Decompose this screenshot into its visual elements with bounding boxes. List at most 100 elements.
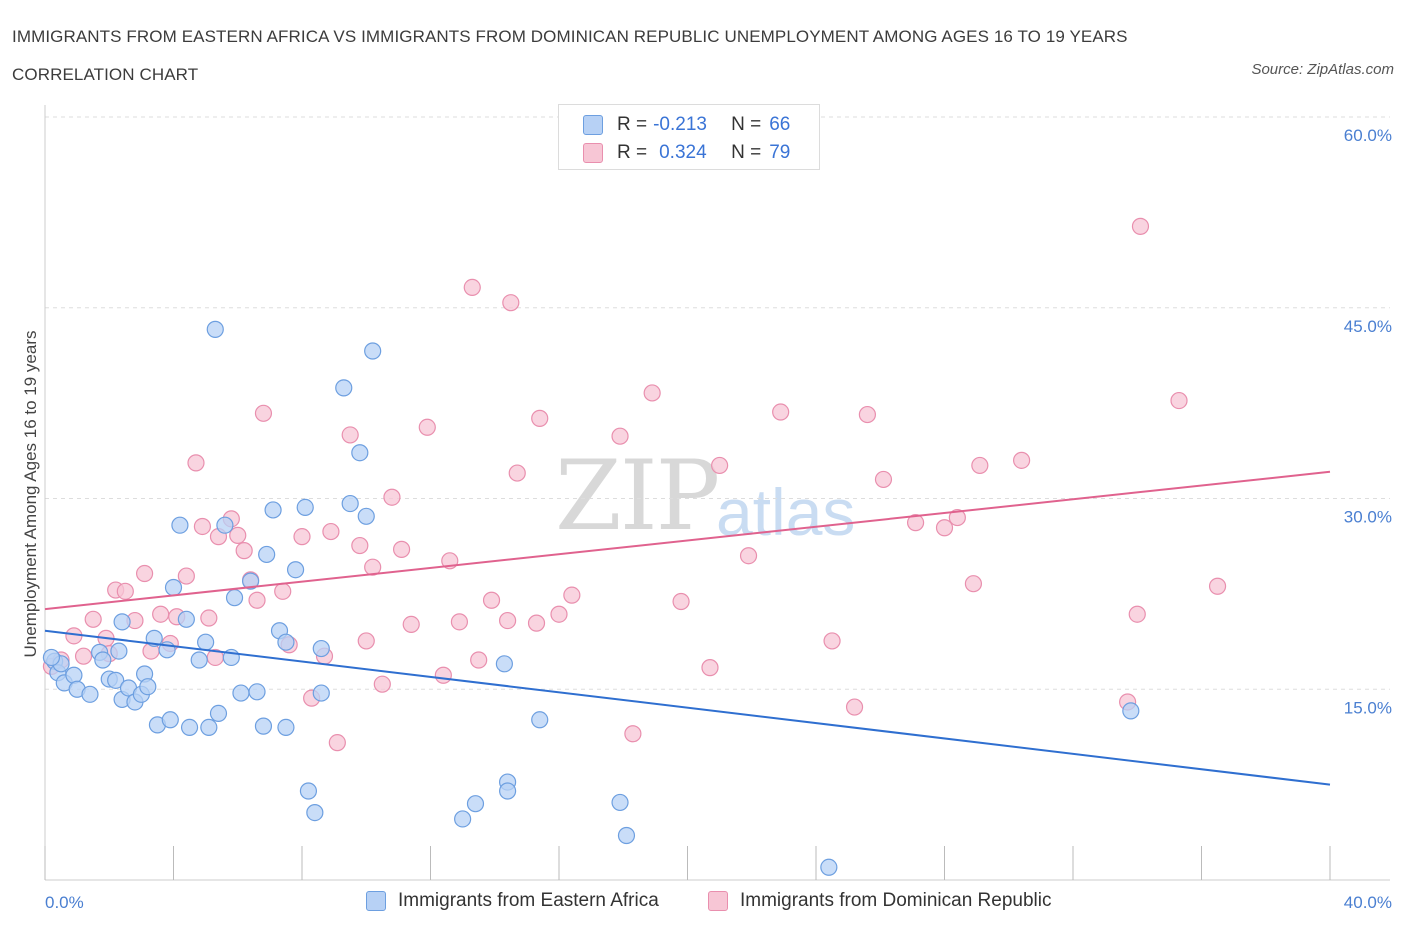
n-label: N = xyxy=(731,114,762,135)
data-point xyxy=(351,536,369,555)
data-point xyxy=(1122,702,1140,720)
data-point xyxy=(139,678,157,696)
data-point xyxy=(357,632,375,650)
data-point xyxy=(248,591,266,609)
series-eastern-africa-points xyxy=(42,320,1140,876)
data-point xyxy=(820,858,838,876)
data-point xyxy=(611,793,629,812)
data-point xyxy=(357,507,375,525)
x-tick-label: 40.0% xyxy=(1344,893,1392,912)
data-point xyxy=(193,517,212,536)
data-point xyxy=(113,613,131,631)
data-point xyxy=(135,564,154,583)
data-point xyxy=(1131,217,1150,235)
r-label: R = xyxy=(617,114,648,135)
data-point xyxy=(364,558,382,576)
data-point xyxy=(971,456,989,475)
series-legend: Immigrants from Eastern Africa Immigrant… xyxy=(0,886,1406,916)
data-point xyxy=(65,666,83,684)
data-point xyxy=(1012,451,1031,469)
watermark-atlas: atlas xyxy=(716,475,856,549)
data-point xyxy=(906,514,925,532)
data-point xyxy=(364,342,382,360)
data-point xyxy=(418,418,436,436)
data-point xyxy=(1128,605,1146,623)
y-tick-label: 15.0% xyxy=(1344,698,1392,717)
data-point xyxy=(206,320,224,338)
data-point xyxy=(470,651,488,669)
data-point xyxy=(373,675,391,693)
data-point xyxy=(293,528,311,546)
data-point xyxy=(495,655,513,673)
data-point xyxy=(248,683,266,701)
data-point xyxy=(701,659,719,677)
data-point xyxy=(531,409,549,427)
data-point xyxy=(711,456,729,475)
data-point xyxy=(94,651,112,669)
axes xyxy=(44,105,1390,881)
data-point xyxy=(180,718,199,737)
chart-title: IMMIGRANTS FROM EASTERN AFRICA VS IMMIGR… xyxy=(12,27,1128,84)
data-point xyxy=(454,810,472,828)
tick-labels: 15.0% 30.0% 45.0% 60.0% 0.0% 40.0% xyxy=(45,126,1392,912)
data-point xyxy=(508,464,526,482)
data-point xyxy=(164,578,183,597)
data-point xyxy=(823,632,841,650)
y-axis-label: Unemployment Among Ages 16 to 19 years xyxy=(21,331,40,658)
data-point xyxy=(328,734,346,752)
trend-line-dominican-republic xyxy=(44,470,1331,611)
data-point xyxy=(482,591,501,609)
data-point xyxy=(948,508,966,527)
data-point xyxy=(463,278,481,297)
data-point xyxy=(254,717,273,735)
data-point xyxy=(335,379,353,397)
legend-swatch-blue xyxy=(583,115,603,135)
data-point xyxy=(672,592,690,611)
data-point xyxy=(550,605,568,623)
data-point xyxy=(466,795,485,813)
n-value-eastern-africa: 66 xyxy=(769,114,791,135)
data-point xyxy=(229,526,247,544)
data-point xyxy=(116,582,134,600)
data-point xyxy=(312,684,330,702)
data-point xyxy=(274,582,292,600)
data-point xyxy=(531,711,549,729)
data-point xyxy=(643,384,661,402)
data-point xyxy=(81,685,99,703)
y-tick-label: 45.0% xyxy=(1344,317,1392,336)
data-point xyxy=(152,605,170,623)
stats-legend: R = -0.213 N = 66 R = 0.324 N = 79 xyxy=(558,104,820,170)
data-point xyxy=(563,586,581,604)
data-point xyxy=(200,609,218,627)
legend-label-eastern-africa: Immigrants from Eastern Africa xyxy=(398,890,659,911)
data-point xyxy=(1170,391,1188,410)
legend-label-dominican-republic: Immigrants from Dominican Republic xyxy=(740,890,1052,911)
data-point xyxy=(171,516,189,534)
data-point xyxy=(286,561,305,579)
data-point xyxy=(383,488,401,506)
data-point xyxy=(312,639,330,658)
data-point xyxy=(527,614,546,632)
data-point xyxy=(845,698,864,716)
trend-line-eastern-africa xyxy=(44,629,1331,786)
data-point xyxy=(351,444,369,462)
data-point xyxy=(242,572,260,590)
grid-lines xyxy=(45,116,1390,690)
legend-swatch-pink xyxy=(708,891,728,911)
data-point xyxy=(232,684,250,702)
data-point xyxy=(200,718,218,737)
data-point xyxy=(161,711,179,729)
data-point xyxy=(187,454,205,472)
data-point xyxy=(322,522,340,541)
y-tick-label: 60.0% xyxy=(1344,126,1392,145)
r-value-dominican-republic: 0.324 xyxy=(659,142,707,163)
data-point xyxy=(235,542,253,560)
legend-row-eastern-africa: R = -0.213 N = 66 xyxy=(583,111,790,139)
data-point xyxy=(739,547,758,565)
data-point xyxy=(502,294,520,312)
r-label: R = xyxy=(617,142,648,163)
n-value-dominican-republic: 79 xyxy=(769,142,791,163)
n-label: N = xyxy=(731,142,762,163)
data-point xyxy=(277,718,295,737)
